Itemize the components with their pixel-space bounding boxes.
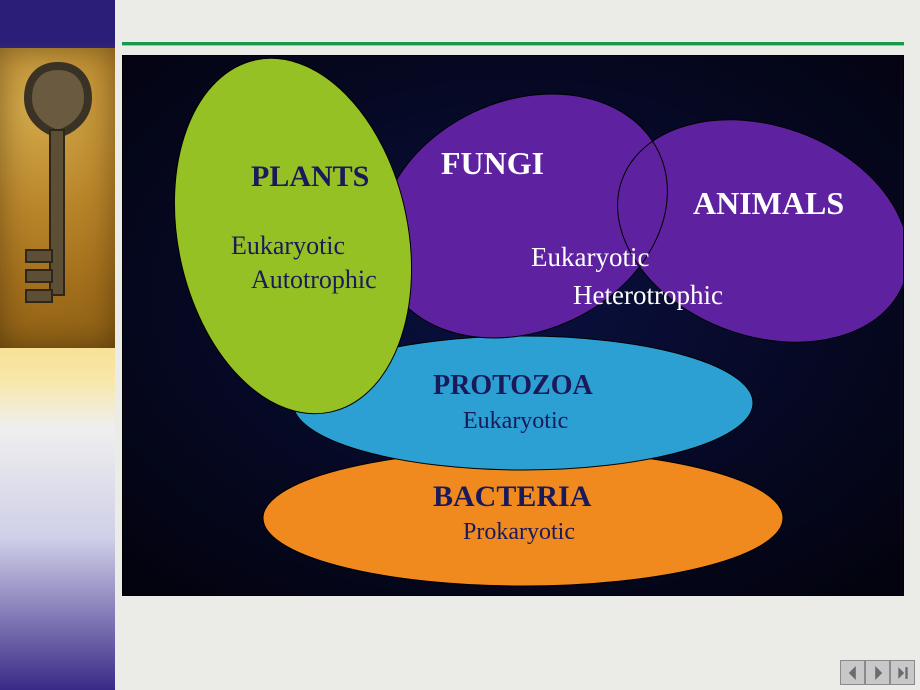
svg-text:Prokaryotic: Prokaryotic bbox=[463, 519, 575, 545]
svg-text:PLANTS: PLANTS bbox=[251, 160, 369, 193]
svg-text:Eukaryotic: Eukaryotic bbox=[231, 231, 345, 260]
prev-button[interactable] bbox=[840, 660, 865, 685]
svg-text:ANIMALS: ANIMALS bbox=[693, 185, 844, 221]
svg-text:Eukaryotic: Eukaryotic bbox=[531, 242, 649, 272]
diagram-content: BACTERIA Prokaryotic PROTOZOA Eukaryotic FUN… bbox=[122, 55, 904, 596]
chevron-left-icon bbox=[846, 666, 860, 680]
svg-text:BACTERIA: BACTERIA bbox=[433, 480, 592, 513]
skip-end-icon bbox=[896, 666, 910, 680]
slide-nav bbox=[840, 660, 915, 685]
key-icon bbox=[0, 48, 115, 348]
chevron-right-icon bbox=[871, 666, 885, 680]
next-button[interactable] bbox=[865, 660, 890, 685]
sidebar-key-image bbox=[0, 48, 115, 348]
last-button[interactable] bbox=[890, 660, 915, 685]
svg-text:PROTOZOA: PROTOZOA bbox=[433, 370, 594, 401]
svg-text:FUNGI: FUNGI bbox=[441, 145, 544, 181]
svg-text:Eukaryotic: Eukaryotic bbox=[463, 408, 568, 434]
kingdoms-diagram: BACTERIA Prokaryotic PROTOZOA Eukaryotic FUN… bbox=[123, 56, 903, 595]
svg-text:Autotrophic: Autotrophic bbox=[251, 265, 377, 294]
slide: BACTERIA Prokaryotic PROTOZOA Eukaryotic FUN… bbox=[0, 0, 920, 690]
title-divider bbox=[122, 42, 904, 45]
svg-text:Heterotrophic: Heterotrophic bbox=[573, 280, 723, 310]
